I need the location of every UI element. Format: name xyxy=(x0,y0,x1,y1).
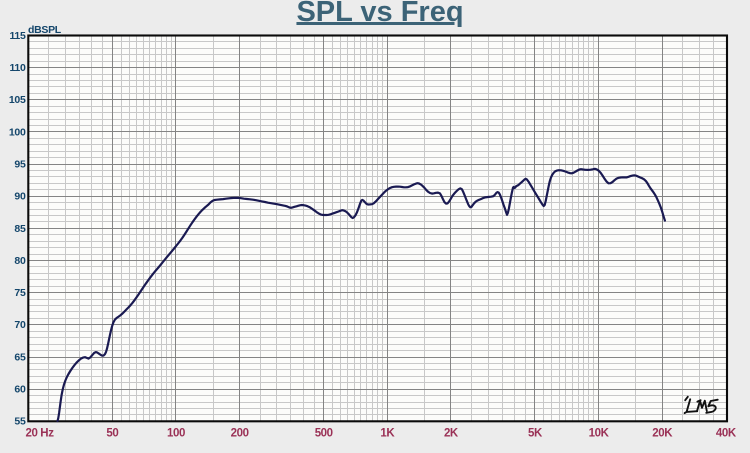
svg-text:65: 65 xyxy=(14,351,26,363)
svg-text:500: 500 xyxy=(315,428,333,440)
svg-text:90: 90 xyxy=(14,191,26,203)
svg-text:20 Hz: 20 Hz xyxy=(26,428,55,440)
svg-text:105: 105 xyxy=(9,94,26,106)
svg-text:40K: 40K xyxy=(716,428,737,440)
svg-text:115: 115 xyxy=(9,30,25,42)
svg-text:5K: 5K xyxy=(528,428,543,440)
svg-text:100: 100 xyxy=(9,126,26,138)
svg-text:20K: 20K xyxy=(652,428,673,440)
svg-text:95: 95 xyxy=(14,159,26,171)
svg-text:110: 110 xyxy=(9,62,25,74)
svg-text:50: 50 xyxy=(106,428,118,440)
svg-text:85: 85 xyxy=(14,223,26,235)
svg-text:dBSPL: dBSPL xyxy=(28,24,62,36)
svg-text:55: 55 xyxy=(14,416,26,428)
svg-text:2K: 2K xyxy=(444,428,459,440)
svg-text:1K: 1K xyxy=(380,428,395,440)
svg-text:70: 70 xyxy=(14,319,26,331)
svg-text:75: 75 xyxy=(14,287,26,299)
svg-text:80: 80 xyxy=(14,255,26,267)
svg-text:10K: 10K xyxy=(589,428,610,440)
svg-text:200: 200 xyxy=(231,428,249,440)
svg-text:60: 60 xyxy=(14,384,26,396)
svg-text:100: 100 xyxy=(167,428,185,440)
